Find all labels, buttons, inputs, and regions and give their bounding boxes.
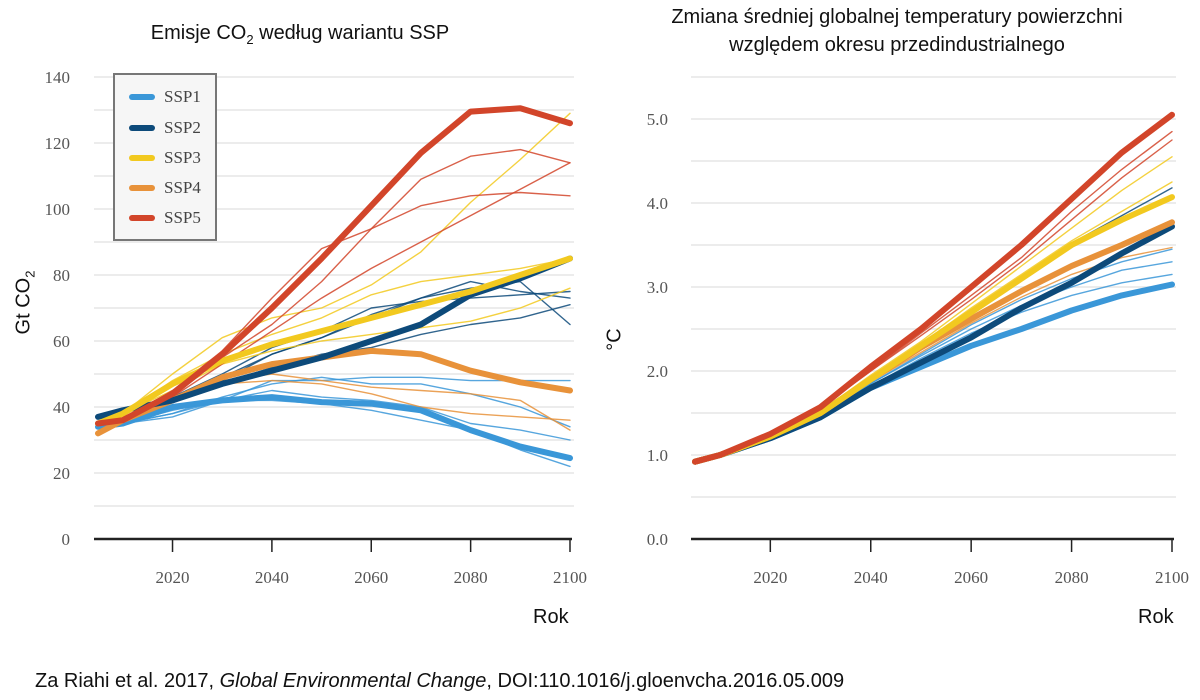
legend-label: SSP4 [164, 178, 201, 197]
legend-label: SSP1 [164, 87, 201, 106]
left-x-tick-label: 2020 [156, 568, 190, 587]
legend-item-ssp5: SSP5 [129, 208, 201, 228]
right-y-tick-label: 2.0 [647, 362, 668, 381]
legend-label: SSP3 [164, 148, 201, 167]
left-y-tick-label: 100 [45, 200, 71, 219]
right-y-tick-label: 1.0 [647, 446, 668, 465]
right-x-tick-label: 2060 [954, 568, 988, 587]
right-x-tick-label: 2020 [753, 568, 787, 587]
legend-item-ssp3: SSP3 [129, 148, 201, 168]
left-series-ssp5-marker-line [95, 105, 573, 427]
left-x-tick-label: 2080 [454, 568, 488, 587]
legend-label: SSP5 [164, 208, 201, 227]
left-y-tick-label: 20 [53, 464, 70, 483]
right-series-ssp5-marker-line [692, 111, 1175, 465]
legend-item-ssp1: SSP1 [129, 87, 201, 107]
legend-swatch [129, 94, 155, 100]
legend-label: SSP2 [164, 118, 201, 137]
legend: SSP1 SSP2 SSP3 SSP4 SSP5 [113, 73, 217, 241]
right-x-tick-label: 2040 [854, 568, 888, 587]
right-y-tick-label: 5.0 [647, 110, 668, 129]
right-chart-title: Zmiana średniej globalnej temperatury po… [671, 6, 1123, 56]
left-y-tick-label: 60 [53, 332, 70, 351]
left-x-tick-label: 2100 [553, 568, 587, 587]
legend-swatch [129, 155, 155, 161]
left-series-ssp3-scenario-line [97, 112, 571, 425]
left-series-ssp1-scenario-line [97, 389, 571, 441]
left-series-ssp3-scenario-line [97, 287, 571, 425]
right-y-tick-label: 3.0 [647, 278, 668, 297]
right-series-ssp2-marker-line [692, 223, 1175, 465]
legend-swatch [129, 125, 155, 131]
left-x-tick-label: 2040 [255, 568, 289, 587]
left-y-tick-label: 40 [53, 398, 70, 417]
left-series-ssp1-marker-line [95, 394, 573, 462]
right-x-tick-label: 2080 [1055, 568, 1089, 587]
right-series-ssp4-marker-line [692, 219, 1175, 465]
left-series-ssp3-marker-line [95, 255, 573, 427]
legend-item-ssp4: SSP4 [129, 178, 201, 198]
right-y-tick-label: 0.0 [647, 530, 668, 549]
legend-swatch [129, 185, 155, 191]
left-y-tick-label: 0 [62, 530, 71, 549]
left-y-tick-label: 80 [53, 266, 70, 285]
legend-swatch [129, 215, 155, 221]
left-x-axis-label: Rok [533, 606, 569, 628]
right-y-tick-label: 4.0 [647, 194, 668, 213]
left-y-tick-label: 120 [45, 134, 71, 153]
right-y-axis-label: °C [603, 328, 626, 351]
left-y-axis-label: Gt CO2 [12, 270, 38, 335]
legend-item-ssp2: SSP2 [129, 118, 201, 138]
right-x-axis-label: Rok [1138, 606, 1174, 628]
left-chart-title: Emisje CO2 według wariantu SSP [150, 22, 450, 47]
right-x-tick-label: 2100 [1155, 568, 1189, 587]
left-y-tick-label: 140 [45, 68, 71, 87]
left-x-tick-label: 2060 [354, 568, 388, 587]
citation: Za Riahi et al. 2017, Global Environment… [35, 670, 845, 692]
